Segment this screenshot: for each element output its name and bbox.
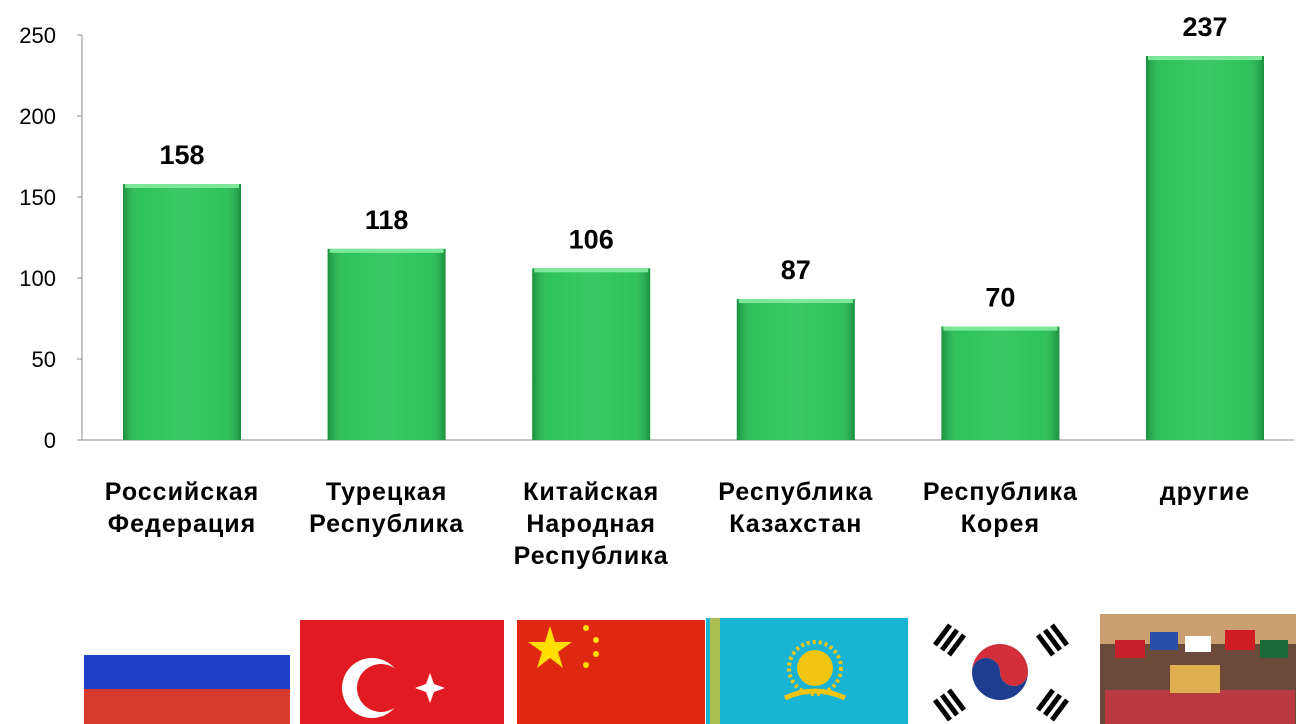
flag-russia [84, 620, 290, 724]
value-label: 70 [985, 283, 1015, 313]
y-tick-label: 200 [19, 104, 56, 129]
bar-top [738, 299, 853, 304]
value-label: 87 [781, 255, 811, 285]
value-label: 106 [569, 224, 614, 254]
bar-shade [736, 299, 855, 440]
flag-korea [915, 618, 1087, 724]
x-tick-label: Республика Казахстан [718, 478, 874, 538]
y-tick-label: 100 [19, 266, 56, 291]
y-tick-label: 0 [44, 428, 56, 453]
bar-top [534, 268, 649, 273]
flag-china [517, 620, 705, 724]
x-tick-label: Российская Федерация [104, 478, 260, 538]
bar-shade [123, 184, 241, 440]
bar-top [1148, 56, 1262, 61]
bar-shade [1146, 56, 1264, 441]
flags-others [1100, 614, 1296, 724]
value-label: 158 [159, 140, 204, 170]
x-tick-label: Китайская Народная Республика [513, 478, 669, 570]
value-label: 237 [1182, 12, 1227, 42]
y-tick-label: 50 [32, 347, 56, 372]
bar-shade [532, 268, 651, 440]
bar-top [943, 326, 1058, 331]
bar-top [125, 184, 239, 189]
bar-shade [941, 326, 1060, 440]
bar-top [329, 248, 444, 253]
y-tick-label: 150 [19, 185, 56, 210]
x-tick-label: Турецкая Республика [309, 478, 465, 538]
flag-kazakhstan [706, 618, 908, 724]
x-tick-label: Республика Корея [922, 478, 1078, 538]
bar-shade [327, 248, 446, 440]
x-tick-label: другие [1159, 478, 1251, 506]
flag-turkey [300, 620, 504, 724]
y-tick-label: 250 [19, 23, 56, 48]
value-label: 118 [365, 205, 409, 235]
